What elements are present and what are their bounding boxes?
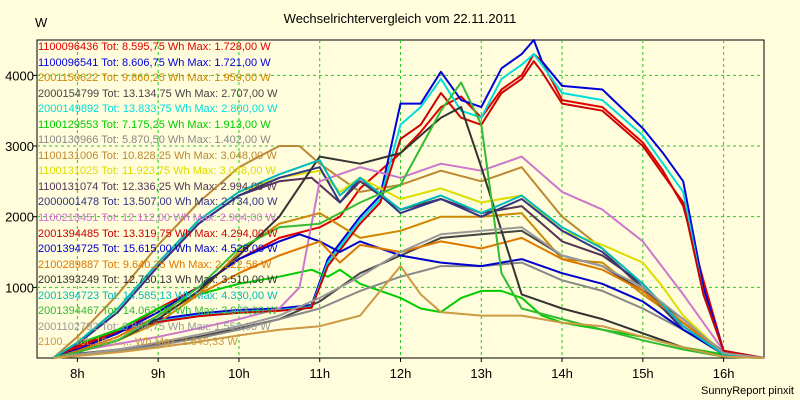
series-line-13 <box>52 60 765 359</box>
series-layer <box>52 39 765 359</box>
legend-entry: 2000154799 Tot: 13.134,75 Wh Max: 2.707,… <box>38 87 278 100</box>
x-tick-label: 12h <box>390 366 412 381</box>
series-line-20 <box>53 265 765 359</box>
legend-entry: 1100131025 Tot: 11.923,75 Wh Max: 3.048,… <box>38 165 276 178</box>
y-axis-label: W <box>35 15 48 30</box>
series-line-11 <box>52 166 765 359</box>
x-axis-ticks: 8h 9h 10h 11h 12h 13h 14h 15h 16h <box>70 358 734 381</box>
legend-entry: 2000001478 Tot: 13.507,00 Wh Max: 2.734,… <box>38 196 278 209</box>
legend-entry: 2001394723 Tot: 14.585,13 Wh Max: 4.330,… <box>38 289 278 302</box>
chart-title: Wechselrichtervergleich vom 22.11.2011 <box>283 11 517 26</box>
y-tick-label: 2000 <box>5 210 34 225</box>
y-tick-label: 4000 <box>5 68 34 83</box>
legend-entry: 2001393249 Tot: 12.730,13 Wh Max: 3.510,… <box>38 274 278 287</box>
legend-entry: 1100096541 Tot: 8.606,75 Wh Max: 1.721,0… <box>38 56 271 69</box>
x-tick-label: 11h <box>309 366 330 381</box>
series-line-7 <box>53 261 765 359</box>
series-line-12 <box>52 155 765 359</box>
y-tick-label: 3000 <box>5 139 34 154</box>
legend-entry: 2001102792 Tot: 6.864,75 Wh Max: 1.550,0… <box>38 320 271 333</box>
series-line-14 <box>52 233 765 359</box>
legend-entry: 1100096436 Tot: 8.595,75 Wh Max: 1.728,0… <box>38 41 271 53</box>
x-tick-label: 15h <box>632 366 654 381</box>
x-tick-label: 10h <box>228 366 250 381</box>
x-tick-label: 16h <box>713 366 735 381</box>
x-tick-label: 9h <box>151 366 165 381</box>
legend-entry: 1100129553 Tot: 7.175,25 Wh Max: 1.913,0… <box>38 118 271 131</box>
legend-entry: 1100131074 Tot: 12.336,25 Wh Max: 2.994,… <box>38 180 277 193</box>
series-line-2 <box>52 39 765 359</box>
legend-entry: 2100289887 Tot: 9.640,25 Wh Max: 2.222,5… <box>38 258 272 271</box>
legend-entry: 1100131006 Tot: 10.828,25 Wh Max: 3.048,… <box>38 149 277 162</box>
x-tick-label: 14h <box>551 366 573 381</box>
x-tick-label: 8h <box>70 366 84 381</box>
legend-entry: 2001394725 Tot: 15.615,00 Wh Max: 4.526,… <box>38 243 278 256</box>
legend-entry: 1100213451 Tot: 12.112,00 Wh Max: 2.904,… <box>38 212 276 225</box>
legend: 1100096436 Tot: 8.595,75 Wh Max: 1.728,0… <box>38 40 278 351</box>
legend-entry: 2001394485 Tot: 13.319,75 Wh Max: 4.294,… <box>38 227 278 240</box>
legend-entry: 2100... Tot: 10.0..,.. Wh Max: 2.645,33 … <box>38 336 238 349</box>
legend-entry: 2001394467 Tot: 14.063,00 Wh Max: 3.963,… <box>38 305 278 318</box>
y-tick-label: 1000 <box>5 280 34 295</box>
x-tick-label: 13h <box>470 366 492 381</box>
grid-lines <box>37 40 764 358</box>
legend-entry: 2000149892 Tot: 13.833,75 Wh Max: 2.800,… <box>38 103 278 116</box>
series-line-18 <box>52 81 765 359</box>
footer-credit: SunnyReport pinxit <box>701 385 794 397</box>
y-axis-ticks: 1000 2000 3000 4000 <box>5 68 37 295</box>
series-line-19 <box>53 226 765 359</box>
legend-entry: 2001150622 Tot: 9.860,25 Wh Max: 1.959,0… <box>38 72 271 85</box>
legend-entry: 1100130966 Tot: 5.870,50 Wh Max: 1.402,0… <box>38 134 271 147</box>
series-line-16 <box>52 106 765 359</box>
